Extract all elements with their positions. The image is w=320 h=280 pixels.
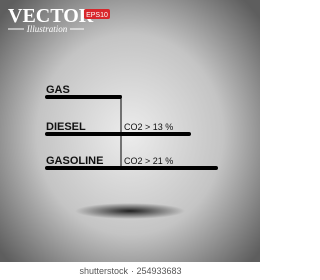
item-label: GASOLINE [46,155,103,167]
page: VECTOR EPS10 Illustration GAS DIESEL CO2… [0,0,260,280]
header-title: VECTOR [8,5,94,27]
badge-bg [84,9,110,19]
footer-brand: shutterstock [79,266,128,276]
footer-bg [0,262,260,280]
bar [45,95,122,99]
bar [45,132,191,136]
background [0,0,260,280]
badge: EPS10 [86,12,108,19]
item-label: DIESEL [46,121,86,133]
header-subtitle: Illustration [26,24,68,34]
illustration: VECTOR EPS10 Illustration GAS DIESEL CO2… [0,0,260,280]
item-note: CO2 > 21 % [124,156,173,166]
item-note: CO2 > 13 % [124,122,173,132]
shadow [75,203,185,219]
item-label: GAS [46,84,70,96]
footer-id: · 254933683 [131,266,182,276]
bar [45,166,218,170]
